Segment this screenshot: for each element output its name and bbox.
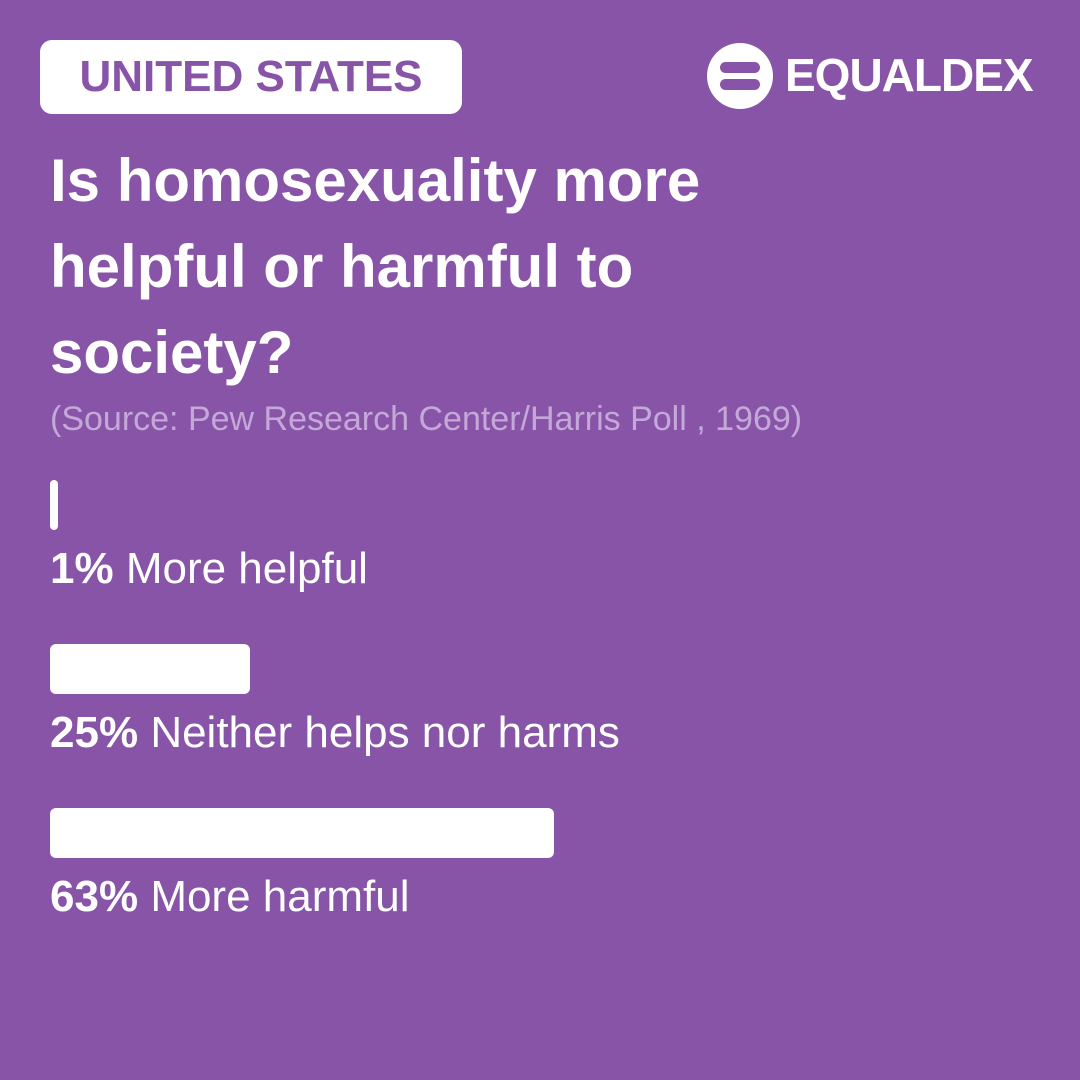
value-label: 1% xyxy=(50,544,114,593)
country-badge: UNITED STATES xyxy=(40,40,462,114)
value-label: 63% xyxy=(50,872,138,921)
bar xyxy=(50,808,554,858)
bar-label: 1% More helpful xyxy=(50,544,368,593)
chart-subtitle: (Source: Pew Research Center/Harris Poll… xyxy=(50,400,803,438)
logo-icon xyxy=(707,43,773,109)
brand-name: EQUALDEX xyxy=(785,49,1034,101)
bar-label: 63% More harmful xyxy=(50,872,410,921)
value-label: 25% xyxy=(50,708,138,757)
category-label: More helpful xyxy=(126,544,368,593)
bar xyxy=(50,480,58,530)
bar xyxy=(50,644,250,694)
bar-label: 25% Neither helps nor harms xyxy=(50,708,620,757)
category-label: More harmful xyxy=(150,872,409,921)
category-label: Neither helps nor harms xyxy=(150,708,620,757)
chart-title: Is homosexuality more helpful or harmful… xyxy=(50,147,701,386)
